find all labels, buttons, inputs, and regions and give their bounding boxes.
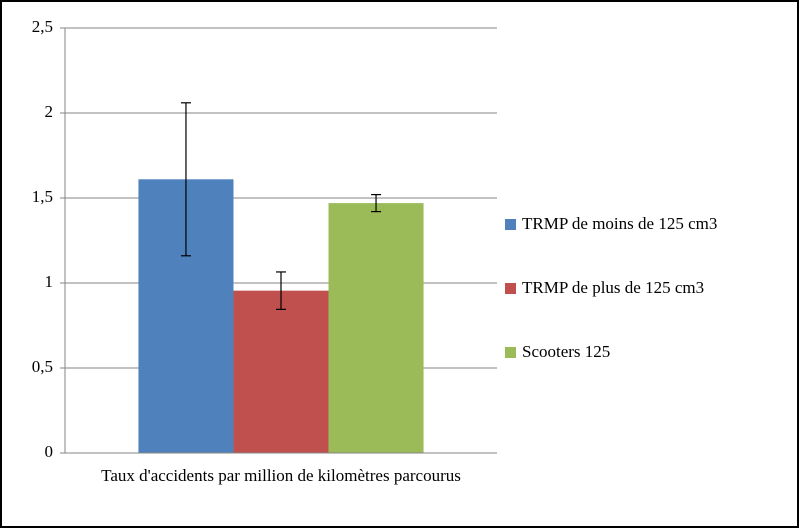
- legend-label: TRMP de moins de 125 cm3: [522, 214, 717, 233]
- error-bar: [276, 271, 286, 310]
- error-bar: [180, 102, 191, 257]
- y-tick-label: 2,5: [32, 17, 53, 36]
- legend-label: TRMP de plus de 125 cm3: [522, 278, 704, 297]
- error-bar: [371, 194, 382, 213]
- y-tick-label: 0: [45, 442, 54, 461]
- legend-swatch: [505, 219, 516, 230]
- legend-swatch: [505, 283, 516, 294]
- bar: [233, 290, 329, 453]
- y-tick-label: 2: [45, 102, 54, 121]
- bar: [328, 203, 424, 453]
- legend-label: Scooters 125: [522, 342, 610, 361]
- y-tick-label: 1: [45, 272, 54, 291]
- legend-swatch: [505, 347, 516, 358]
- y-tick-label: 1,5: [32, 187, 53, 206]
- y-tick-label: 0,5: [32, 357, 53, 376]
- x-tick-label: Taux d'accidents par million de kilomètr…: [101, 466, 461, 485]
